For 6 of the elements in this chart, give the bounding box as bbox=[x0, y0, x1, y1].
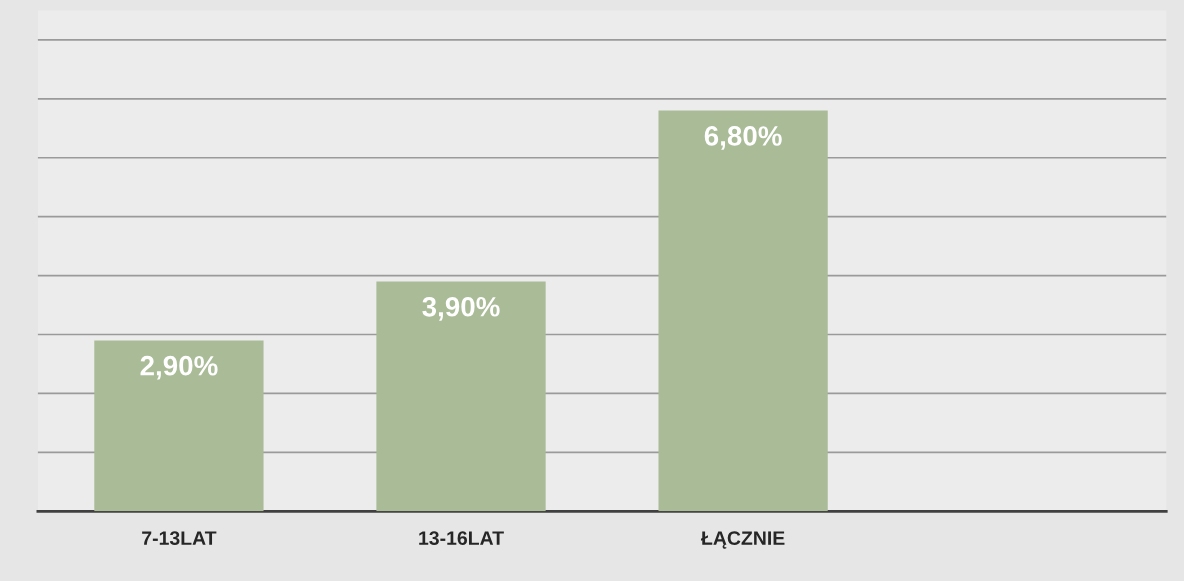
x-tick-label: 7-13LAT bbox=[142, 531, 217, 546]
data-label: 6,80% bbox=[704, 126, 782, 150]
x-tick-label: ŁĄCZNIE bbox=[700, 531, 785, 549]
data-label: 3,90% bbox=[422, 296, 500, 321]
data-label: 2,90% bbox=[140, 355, 218, 380]
x-tick-label: 13-16LAT bbox=[419, 531, 504, 546]
